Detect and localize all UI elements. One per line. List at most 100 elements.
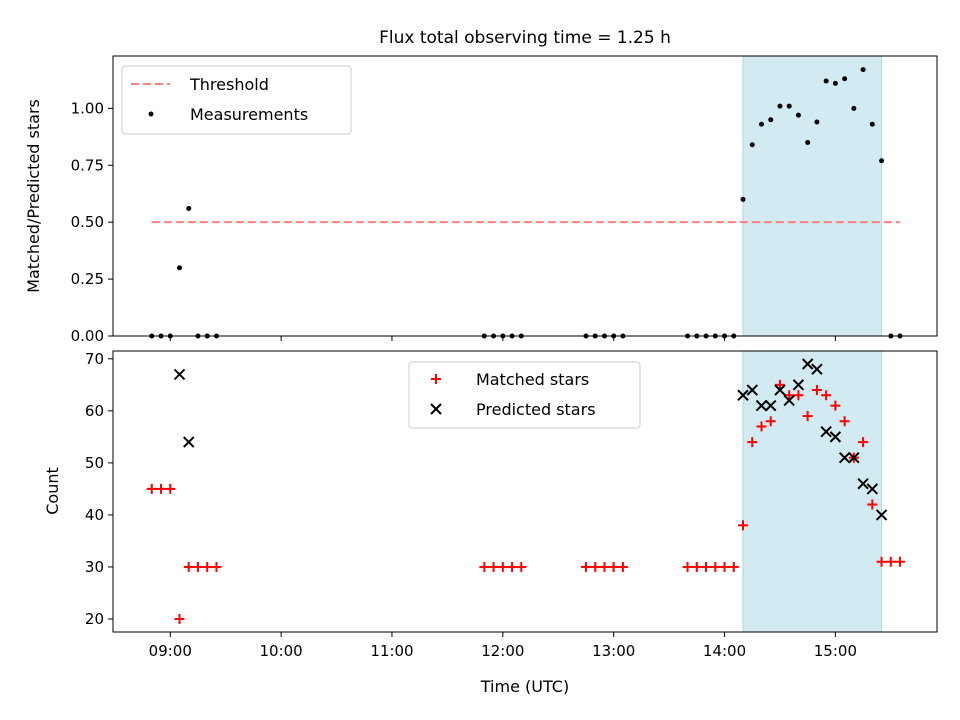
y-tick-label: 0.50 xyxy=(71,213,104,231)
y-tick-label: 30 xyxy=(85,558,104,576)
matched-stars-point xyxy=(765,416,776,427)
predicted-stars-point xyxy=(173,368,186,381)
matched-stars-point xyxy=(580,561,591,572)
predicted-stars-point xyxy=(857,477,869,490)
matched-stars-point xyxy=(858,437,869,448)
matched-stars-point xyxy=(811,385,822,396)
matched-stars-point xyxy=(156,483,167,494)
count-y-ticks: 20 30 40 50 60 70 xyxy=(85,350,113,628)
legend-measurements-label: Measurements xyxy=(190,105,308,124)
matched-stars-point xyxy=(488,561,499,572)
matched-stars-point xyxy=(793,390,804,401)
predicted-stars-point xyxy=(765,399,777,412)
predicted-stars-point xyxy=(774,384,786,396)
predicted-stars-point xyxy=(820,425,832,438)
measurement-point xyxy=(777,103,783,109)
predicted-stars-point xyxy=(829,431,842,443)
predicted-stars-point xyxy=(838,451,851,464)
measurement-point xyxy=(879,158,885,164)
predicted-stars-point xyxy=(811,363,823,375)
x-tick-label: 10:00 xyxy=(260,642,303,660)
predicted-stars-point xyxy=(875,509,888,521)
matched-stars-point xyxy=(497,561,508,572)
matched-stars-point xyxy=(146,483,157,494)
count-marks xyxy=(146,358,906,624)
matched-stars-point xyxy=(590,561,601,572)
x-tick-label: 11:00 xyxy=(370,642,413,660)
count-x-axis-label: Time (UTC) xyxy=(480,677,569,696)
measurement-point xyxy=(805,140,811,146)
y-tick-label: 40 xyxy=(85,506,104,524)
matched-stars-point xyxy=(784,390,795,401)
x-tick-label: 14:00 xyxy=(703,642,746,660)
y-tick-label: 0.75 xyxy=(71,156,104,174)
matched-stars-point xyxy=(608,561,619,572)
predicted-stars-point xyxy=(848,451,860,464)
measurement-point xyxy=(768,117,774,123)
x-tick-label: 12:00 xyxy=(481,642,524,660)
matched-stars-point xyxy=(507,561,518,572)
ratio-shaded-region xyxy=(742,55,883,337)
matched-stars-point xyxy=(738,520,749,531)
y-tick-label: 1.00 xyxy=(71,99,104,117)
panel-ratio: 0.00 0.25 0.50 0.75 1.00 Matched/Predicted s… xyxy=(24,55,938,345)
measurement-point xyxy=(832,80,838,86)
matched-stars-point xyxy=(895,556,906,567)
ratio-legend-box xyxy=(121,65,352,135)
count-x-ticks: 09:00 10:00 11:00 12:00 13:00 14:00 15:00 xyxy=(149,632,857,660)
measurement-point xyxy=(177,265,183,271)
matched-stars-point xyxy=(728,561,739,572)
ratio-y-axis-label: Matched/Predicted stars xyxy=(24,99,43,293)
predicted-stars-point xyxy=(746,384,758,396)
matched-stars-point xyxy=(710,561,721,572)
legend-matched-swatch xyxy=(431,374,441,384)
y-tick-label: 50 xyxy=(85,454,104,472)
measurement-point xyxy=(814,119,820,125)
matched-stars-point xyxy=(839,416,850,427)
legend-predicted-label: Predicted stars xyxy=(476,400,596,419)
matched-stars-point xyxy=(756,421,767,432)
matched-stars-point xyxy=(617,561,628,572)
matched-stars-point xyxy=(802,411,813,422)
measurement-point xyxy=(186,206,192,212)
matched-stars-point xyxy=(192,561,203,572)
matched-stars-point xyxy=(867,499,878,510)
predicted-stars-point xyxy=(783,394,795,407)
y-tick-label: 0.25 xyxy=(71,270,104,288)
legend-matched-label: Matched stars xyxy=(476,370,589,389)
measurement-point xyxy=(823,78,829,84)
predicted-stars-point xyxy=(183,436,195,448)
measurement-point xyxy=(786,103,792,109)
matched-stars-point xyxy=(701,561,712,572)
matched-stars-point xyxy=(774,379,785,390)
predicted-stars-point xyxy=(792,379,805,391)
matched-stars-point xyxy=(885,556,896,567)
ratio-y-ticks: 0.00 0.25 0.50 0.75 1.00 xyxy=(71,99,113,345)
matched-stars-point xyxy=(876,556,887,567)
ratio-legend: Threshold Measurements xyxy=(121,65,352,135)
measurement-point xyxy=(740,196,746,202)
matched-stars-point xyxy=(211,561,222,572)
y-tick-label: 0.00 xyxy=(71,327,104,345)
measurement-point xyxy=(851,105,857,111)
predicted-stars-point xyxy=(801,358,814,370)
matched-stars-point xyxy=(174,613,185,624)
measurement-point xyxy=(860,67,866,73)
measurement-point xyxy=(758,121,764,127)
count-axes-frame xyxy=(112,350,938,633)
measurement-point xyxy=(749,142,755,148)
matched-stars-point xyxy=(691,561,702,572)
y-tick-label: 20 xyxy=(85,610,104,628)
matched-stars-point xyxy=(183,561,194,572)
matched-stars-point xyxy=(516,561,527,572)
x-tick-label: 15:00 xyxy=(814,642,857,660)
chart-title: Flux total observing time = 1.25 h xyxy=(379,28,671,48)
matched-stars-point xyxy=(165,483,176,494)
legend-measurements-swatch xyxy=(148,111,154,117)
measurement-point xyxy=(795,112,801,118)
count-shaded-region xyxy=(742,350,883,633)
count-legend: Matched stars Predicted stars xyxy=(408,361,641,429)
predicted-stars-point xyxy=(737,389,749,401)
y-tick-label: 60 xyxy=(85,402,104,420)
matched-stars-point xyxy=(719,561,730,572)
